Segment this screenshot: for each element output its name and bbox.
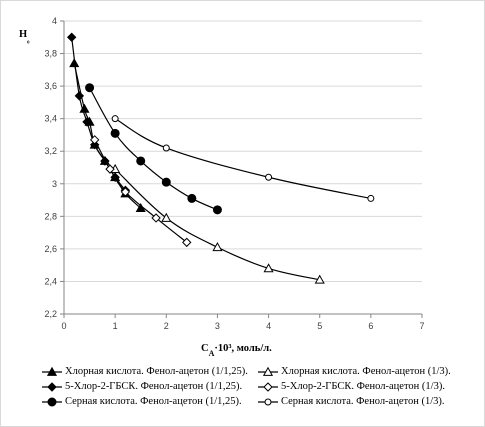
legend-item: 5-Хлор-2-ГБСК. Фенол-ацетон (1/1,25).: [41, 380, 242, 394]
data-point: [74, 91, 85, 101]
legend-marker: [47, 382, 57, 392]
data-point: [110, 128, 120, 138]
y-tick-label: 3,2: [44, 146, 57, 156]
legend-label: 5-Хлор-2-ГБСК. Фенол-ацетон (1/3).: [281, 381, 445, 392]
data-point: [111, 115, 119, 123]
legend-symbol: [42, 382, 62, 392]
legend-label: Хлорная кислота. Фенол-ацетон (1/1,25).: [65, 366, 248, 377]
y-tick-label: 3,6: [44, 81, 57, 91]
data-point: [151, 213, 161, 223]
data-point: [367, 194, 375, 202]
legend-symbol: [258, 366, 278, 376]
data-point: [162, 144, 170, 152]
legend-marker: [262, 366, 274, 376]
data-point: [161, 212, 172, 222]
y-tick-label: 2,2: [44, 309, 57, 319]
y-tick-labels: 2,2 2,4 2,6 2,8 3 3,2 3,4 3,6 3,8 4: [44, 16, 57, 319]
x-tick-label: 3: [215, 321, 220, 331]
series-line: [71, 37, 126, 191]
x-tick-label: 2: [164, 321, 169, 331]
legend-item: Серная кислота. Фенол-ацетон (1/3).: [257, 395, 444, 409]
series-line: [114, 118, 371, 200]
legend-symbol: [258, 382, 278, 392]
series-6: [111, 115, 375, 202]
series-3: [66, 32, 131, 195]
series-2: [110, 163, 325, 284]
data-point: [120, 187, 131, 197]
y-tick-label: 3: [52, 179, 57, 189]
y-tick-label: 2,8: [44, 211, 57, 221]
data-point: [105, 164, 115, 174]
legend-marker: [263, 382, 273, 392]
x-axis-label-main: C: [201, 343, 209, 354]
series-line: [89, 87, 218, 211]
series-5: [85, 83, 222, 215]
data-point: [187, 193, 197, 203]
y-axis-label-sub: ₀: [27, 35, 30, 44]
grid-lines: [64, 20, 422, 315]
data-point: [314, 274, 325, 284]
data-point: [136, 156, 146, 166]
legend-symbol: [42, 397, 62, 407]
data-point: [82, 117, 92, 127]
chart-plot: 2,2 2,4 2,6 2,8 3 3,2 3,4 3,6 3,8 4 0 1 2 3 4 5 6 7 H₀ C…: [19, 16, 425, 358]
series-line: [114, 168, 320, 281]
x-axis-label: CA·10³, моль/л.: [201, 343, 272, 358]
legend-marker: [264, 398, 272, 406]
legend-symbol: [258, 398, 278, 406]
legend-item: 5-Хлор-2-ГБСК. Фенол-ацетон (1/3).: [257, 380, 445, 394]
legend-item: Серная кислота. Фенол-ацетон (1/1,25).: [41, 395, 242, 409]
x-tick-label: 6: [368, 321, 373, 331]
legend-label: Хлорная кислота. Фенол-ацетон (1/3).: [281, 366, 451, 377]
data-point: [161, 177, 171, 187]
data-point: [66, 32, 77, 42]
legend-symbol: [42, 366, 62, 376]
data-point: [182, 237, 192, 248]
data-point: [263, 263, 274, 273]
legend-marker: [47, 397, 57, 407]
x-tick-label: 4: [266, 321, 271, 331]
y-tick-label: 3,8: [44, 49, 57, 59]
data-point: [85, 83, 95, 93]
y-axis-label: H₀: [19, 29, 30, 44]
x-tick-label: 7: [419, 321, 424, 331]
x-tick-label: 1: [113, 321, 118, 331]
series-line: [73, 63, 142, 209]
series-line: [94, 139, 188, 243]
data-point: [212, 242, 223, 252]
legend-marker: [46, 366, 58, 376]
series-4: [89, 135, 192, 248]
y-tick-label: 2,4: [44, 276, 57, 286]
y-tick-label: 2,6: [44, 244, 57, 254]
x-tick-label: 5: [317, 321, 322, 331]
axes: [60, 20, 423, 318]
x-tick-label: 0: [61, 321, 66, 331]
x-axis-label-rest: ·10³, моль/л.: [214, 343, 272, 354]
series-group: [66, 32, 375, 284]
y-tick-label: 3,4: [44, 114, 57, 124]
data-point: [212, 205, 222, 215]
legend-label: 5-Хлор-2-ГБСК. Фенол-ацетон (1/1,25).: [65, 381, 243, 392]
legend-label: Серная кислота. Фенол-ацетон (1/1,25).: [65, 396, 242, 407]
data-point: [89, 135, 100, 145]
legend-label: Серная кислота. Фенол-ацетон (1/3).: [281, 396, 445, 407]
x-tick-labels: 0 1 2 3 4 5 6 7: [61, 321, 424, 331]
y-axis-label-main: H: [19, 29, 27, 40]
legend-item: Хлорная кислота. Фенол-ацетон (1/1,25).: [41, 365, 248, 379]
y-tick-label: 4: [52, 16, 57, 26]
legend-item: Хлорная кислота. Фенол-ацетон (1/3).: [257, 365, 451, 379]
x-axis-label-sub: A: [209, 349, 215, 358]
data-point: [265, 173, 273, 181]
